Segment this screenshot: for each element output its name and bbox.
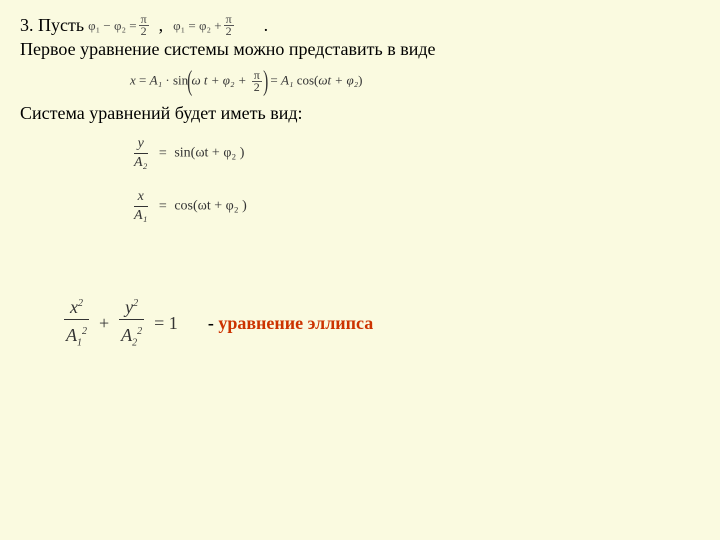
phi-diff-eq: φ₁ − φ₂ = π 2 — [88, 14, 149, 37]
period: . — [264, 15, 269, 36]
ellipse-equation: x2 A12 + y2 A22 = 1 — [60, 294, 178, 354]
first-equation-text: Первое уравнение системы можно представи… — [20, 39, 700, 60]
case-prefix: 3. Пусть — [20, 15, 84, 36]
case-line: 3. Пусть φ₁ − φ₂ = π 2 , φ₁ = φ₂ + π 2 . — [20, 14, 700, 37]
ellipse-equation-row: x2 A12 + y2 A22 = 1 - уравнение эллипса — [60, 294, 700, 354]
system-eq-1: y A₂ = sin(ωt + φ₂ ) — [130, 136, 700, 171]
phi1-eq: φ₁ = φ₂ + π 2 — [173, 14, 234, 37]
ellipse-label: - уравнение эллипса — [208, 313, 373, 334]
comma: , — [159, 15, 164, 36]
system-text: Система уравнений будет иметь вид: — [20, 103, 700, 124]
main-equation: x = A₁ · sin(ω t + φ₂ + π 2 ) = A₁ cos(ω… — [130, 70, 700, 93]
system-eq-2: x A₁ = cos(ωt + φ₂ ) — [130, 189, 700, 224]
